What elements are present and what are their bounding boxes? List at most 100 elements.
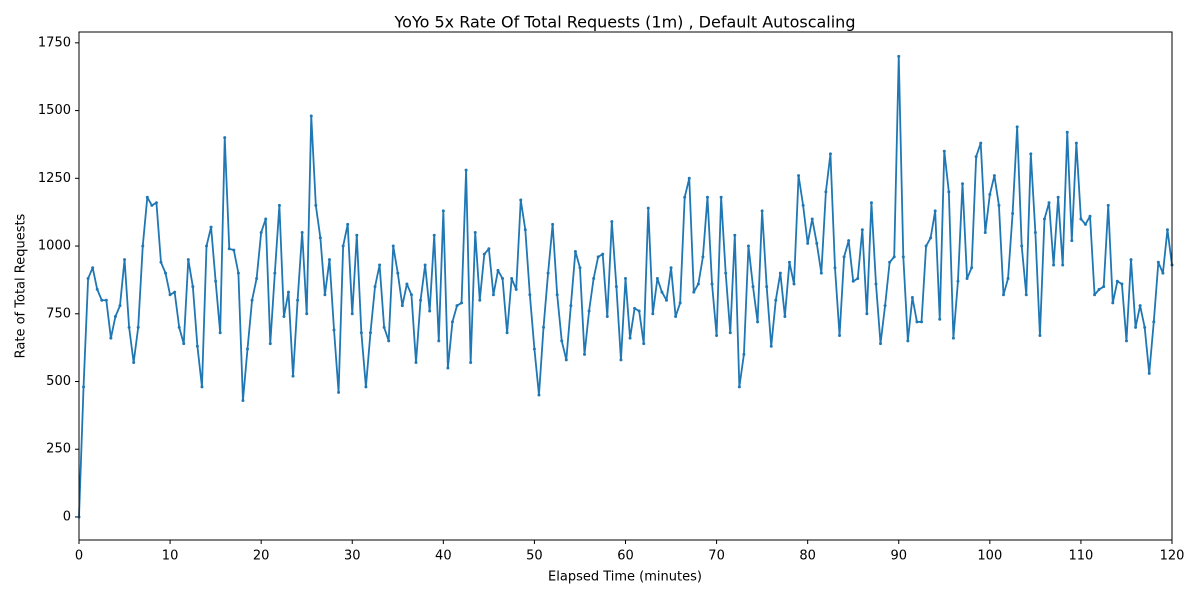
point: [1038, 333, 1042, 337]
point: [578, 266, 582, 270]
point: [419, 298, 423, 302]
point: [341, 244, 345, 248]
point: [992, 174, 996, 178]
point: [86, 277, 90, 281]
point: [1070, 239, 1074, 243]
point: [610, 220, 614, 224]
point: [915, 320, 919, 324]
point: [173, 290, 177, 294]
y-tick-label: 250: [46, 442, 71, 457]
point: [979, 141, 983, 145]
point: [801, 203, 805, 207]
x-tick-label: 100: [977, 549, 1002, 564]
point: [1020, 244, 1024, 248]
point: [273, 271, 277, 275]
point: [327, 258, 331, 262]
point: [177, 325, 181, 329]
point: [1102, 285, 1106, 289]
point: [209, 225, 213, 229]
point: [642, 342, 646, 346]
point: [450, 320, 454, 324]
point: [191, 285, 195, 289]
point: [765, 285, 769, 289]
point: [956, 279, 960, 283]
point: [1015, 125, 1019, 129]
point: [277, 203, 281, 207]
point: [409, 293, 413, 297]
point: [883, 304, 887, 308]
point: [942, 149, 946, 153]
point: [819, 271, 823, 275]
point: [91, 266, 95, 270]
point: [1052, 263, 1056, 267]
point: [519, 198, 523, 202]
point: [186, 258, 190, 262]
x-tick-label: 110: [1069, 549, 1094, 564]
point: [318, 236, 322, 240]
point: [109, 336, 113, 340]
point: [314, 203, 318, 207]
x-tick-label: 40: [435, 549, 452, 564]
point: [1065, 130, 1069, 134]
point: [601, 252, 605, 256]
point: [382, 325, 386, 329]
point: [150, 203, 154, 207]
x-tick-label: 90: [890, 549, 907, 564]
chart-title: YoYo 5x Rate Of Total Requests (1m) , De…: [394, 13, 856, 32]
point: [350, 312, 354, 316]
point: [460, 301, 464, 305]
point: [587, 309, 591, 313]
point: [1124, 339, 1128, 343]
point: [145, 195, 149, 199]
point: [938, 317, 942, 321]
point: [1061, 263, 1065, 267]
point: [396, 271, 400, 275]
point: [614, 285, 618, 289]
point: [455, 304, 459, 308]
point: [1115, 279, 1119, 283]
point: [1129, 258, 1133, 262]
point: [646, 206, 650, 210]
x-tick-label: 20: [253, 549, 270, 564]
point: [806, 241, 810, 245]
point: [573, 249, 577, 253]
point: [769, 344, 773, 348]
point: [624, 277, 627, 281]
point: [737, 385, 741, 389]
point: [1074, 141, 1078, 145]
point: [104, 298, 108, 302]
point: [687, 176, 691, 180]
point: [414, 361, 418, 365]
point: [783, 314, 787, 318]
point: [669, 266, 673, 270]
point: [496, 268, 500, 272]
point: [514, 287, 518, 291]
point: [291, 374, 295, 378]
point: [359, 331, 363, 335]
point: [724, 271, 728, 275]
point: [901, 255, 905, 259]
point: [897, 54, 901, 58]
point: [888, 260, 892, 264]
point: [168, 293, 172, 297]
point: [437, 339, 441, 343]
x-tick-label: 70: [708, 549, 725, 564]
point: [664, 298, 668, 302]
point: [929, 236, 933, 240]
point: [592, 277, 596, 281]
y-tick-label: 500: [46, 374, 71, 389]
point: [214, 279, 218, 283]
point: [924, 244, 928, 248]
point: [123, 258, 127, 262]
point: [400, 304, 404, 308]
x-tick-label: 50: [526, 549, 543, 564]
point: [1165, 228, 1169, 232]
y-tick-label: 1000: [38, 239, 71, 254]
point: [182, 342, 186, 346]
y-tick-label: 750: [46, 306, 71, 321]
point: [628, 336, 632, 340]
point: [250, 298, 254, 302]
x-tick-label: 30: [344, 549, 361, 564]
